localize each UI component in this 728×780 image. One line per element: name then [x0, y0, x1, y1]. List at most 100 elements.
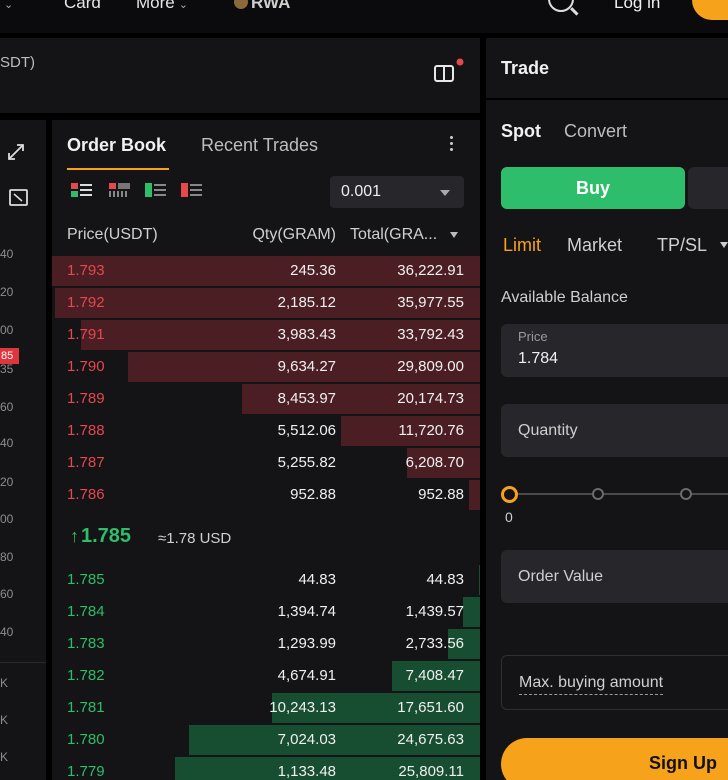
- depth-bar-total: [52, 256, 480, 286]
- bid-row[interactable]: 1.782 4,674.91 7,408.47: [52, 661, 480, 691]
- row-qty: 5,512.06: [277, 422, 336, 439]
- bid-row[interactable]: 1.784 1,394.74 1,439.57: [52, 597, 480, 627]
- row-total: 33,792.43: [397, 326, 464, 343]
- row-qty: 8,453.97: [277, 390, 336, 407]
- row-price: 1.793: [67, 262, 105, 279]
- sell-button[interactable]: [688, 167, 728, 209]
- depth-bar-total: [175, 757, 480, 780]
- axis-tick: 20: [0, 475, 14, 489]
- chevron-down-icon[interactable]: [450, 232, 458, 238]
- login-button[interactable]: Log in: [614, 0, 661, 12]
- symbol-pair-label: SDT): [0, 54, 35, 71]
- row-price: 1.779: [67, 763, 105, 780]
- slider-node[interactable]: [592, 488, 604, 500]
- col-header-price: Price(USDT): [67, 226, 158, 243]
- tab-recent-trades[interactable]: Recent Trades: [201, 135, 319, 155]
- nav-item-more-label: More: [136, 0, 175, 12]
- ask-row[interactable]: 1.787 5,255.82 6,208.70: [52, 448, 480, 478]
- row-qty: 2,185.12: [277, 294, 336, 311]
- depth-bar-total: [407, 448, 480, 478]
- row-total: 36,222.91: [397, 262, 464, 279]
- trade-header: Trade: [486, 38, 728, 98]
- view-sell-only-icon[interactable]: [181, 183, 203, 197]
- precision-select[interactable]: 0.001: [330, 176, 464, 208]
- depth-bar-total: [463, 597, 480, 627]
- order-value-field[interactable]: [501, 550, 728, 603]
- axis-tick: 60: [0, 587, 14, 601]
- expand-icon[interactable]: [6, 142, 26, 162]
- row-price: 1.791: [67, 326, 105, 343]
- bid-row[interactable]: 1.781 10,243.13 17,651.60: [52, 693, 480, 723]
- row-price: 1.783: [67, 635, 105, 652]
- bid-row[interactable]: 1.779 1,133.48 25,809.11: [52, 757, 480, 780]
- ask-row[interactable]: 1.793 245.36 36,222.91: [52, 256, 480, 286]
- current-price-tag: 85: [0, 348, 19, 364]
- row-price: 1.781: [67, 699, 105, 716]
- tab-order-book[interactable]: Order Book: [67, 135, 167, 155]
- signup-button[interactable]: Sign Up: [501, 738, 728, 780]
- order-type-tpsl[interactable]: TP/SL: [657, 235, 708, 255]
- quantity-field[interactable]: [501, 404, 728, 457]
- chevron-down-icon[interactable]: [720, 242, 728, 248]
- tab-convert[interactable]: Convert: [564, 121, 628, 141]
- nav-item-more[interactable]: More ⌄: [136, 0, 188, 13]
- axis-tick: 40: [0, 625, 14, 639]
- search-icon[interactable]: [548, 0, 574, 12]
- chart-side-axis: 40 20 00 35 85 60 40 20 00 80 60 40 K K …: [0, 120, 46, 780]
- row-qty: 952.88: [290, 486, 336, 503]
- row-qty: 5,255.82: [277, 454, 336, 471]
- price-field[interactable]: Price: [501, 324, 728, 377]
- axis-tick: 40: [0, 247, 14, 261]
- fullscreen-icon[interactable]: [9, 189, 29, 207]
- quantity-slider-track[interactable]: [516, 493, 728, 495]
- bid-row[interactable]: 1.783 1,293.99 2,733.56: [52, 629, 480, 659]
- ask-row[interactable]: 1.786 952.88 952.88: [52, 480, 480, 510]
- trade-panel: Spot Convert Buy Limit Market TP/SL Avai…: [486, 100, 728, 780]
- row-qty: 10,243.13: [269, 699, 336, 716]
- slider-node[interactable]: [680, 488, 692, 500]
- row-total: 952.88: [418, 486, 464, 503]
- axis-tick: K: [0, 676, 9, 690]
- view-bids-icon[interactable]: [109, 183, 131, 197]
- view-buy-only-icon[interactable]: [145, 183, 167, 197]
- ask-row[interactable]: 1.791 3,983.43 33,792.43: [52, 320, 480, 350]
- axis-tick: 60: [0, 400, 14, 414]
- order-type-limit[interactable]: Limit: [503, 235, 542, 255]
- available-balance-label: Available Balance: [501, 289, 628, 306]
- tab-spot[interactable]: Spot: [501, 121, 541, 141]
- view-both-icon[interactable]: [71, 183, 93, 197]
- top-signup-button[interactable]: [692, 0, 728, 20]
- ask-row[interactable]: 1.792 2,185.12 35,977.55: [52, 288, 480, 318]
- quantity-input[interactable]: [518, 422, 698, 440]
- ask-row[interactable]: 1.790 9,634.27 29,809.00: [52, 352, 480, 382]
- col-header-total[interactable]: Total(GRA...: [350, 226, 438, 243]
- tab-active-indicator: [67, 168, 169, 170]
- nav-item-rwa[interactable]: RWA: [234, 0, 290, 13]
- more-options-icon[interactable]: [450, 136, 454, 154]
- max-buying-amount-label[interactable]: Max. buying amount: [519, 674, 664, 695]
- quantity-slider-thumb[interactable]: [501, 486, 518, 503]
- row-price: 1.782: [67, 667, 105, 684]
- order-value-input[interactable]: [518, 568, 698, 586]
- axis-tick: 00: [0, 512, 14, 526]
- ask-row[interactable]: 1.788 5,512.06 11,720.76: [52, 416, 480, 446]
- row-price: 1.784: [67, 603, 105, 620]
- row-total: 24,675.63: [397, 731, 464, 748]
- nav-chevron-fragment[interactable]: ⌄: [0, 0, 13, 13]
- bid-row[interactable]: 1.785 44.83 44.83: [52, 565, 480, 595]
- row-total: 20,174.73: [397, 390, 464, 407]
- depth-bar-total: [189, 725, 480, 755]
- nav-item-card[interactable]: Card: [64, 0, 101, 12]
- order-type-market[interactable]: Market: [567, 235, 623, 255]
- book-icon[interactable]: [434, 58, 464, 84]
- order-book: Order Book Recent Trades 0.001 Price(USD…: [52, 120, 480, 780]
- arrow-up-icon: ↑: [70, 526, 79, 546]
- ask-row[interactable]: 1.789 8,453.97 20,174.73: [52, 384, 480, 414]
- row-total: 44.83: [426, 571, 464, 588]
- top-nav: ⌄ Card More ⌄ RWA Log in: [0, 0, 728, 33]
- price-input[interactable]: [518, 350, 698, 368]
- last-price-value: 1.785: [81, 525, 132, 547]
- top-divider: [0, 33, 728, 38]
- buy-button[interactable]: Buy: [501, 167, 685, 209]
- bid-row[interactable]: 1.780 7,024.03 24,675.63: [52, 725, 480, 755]
